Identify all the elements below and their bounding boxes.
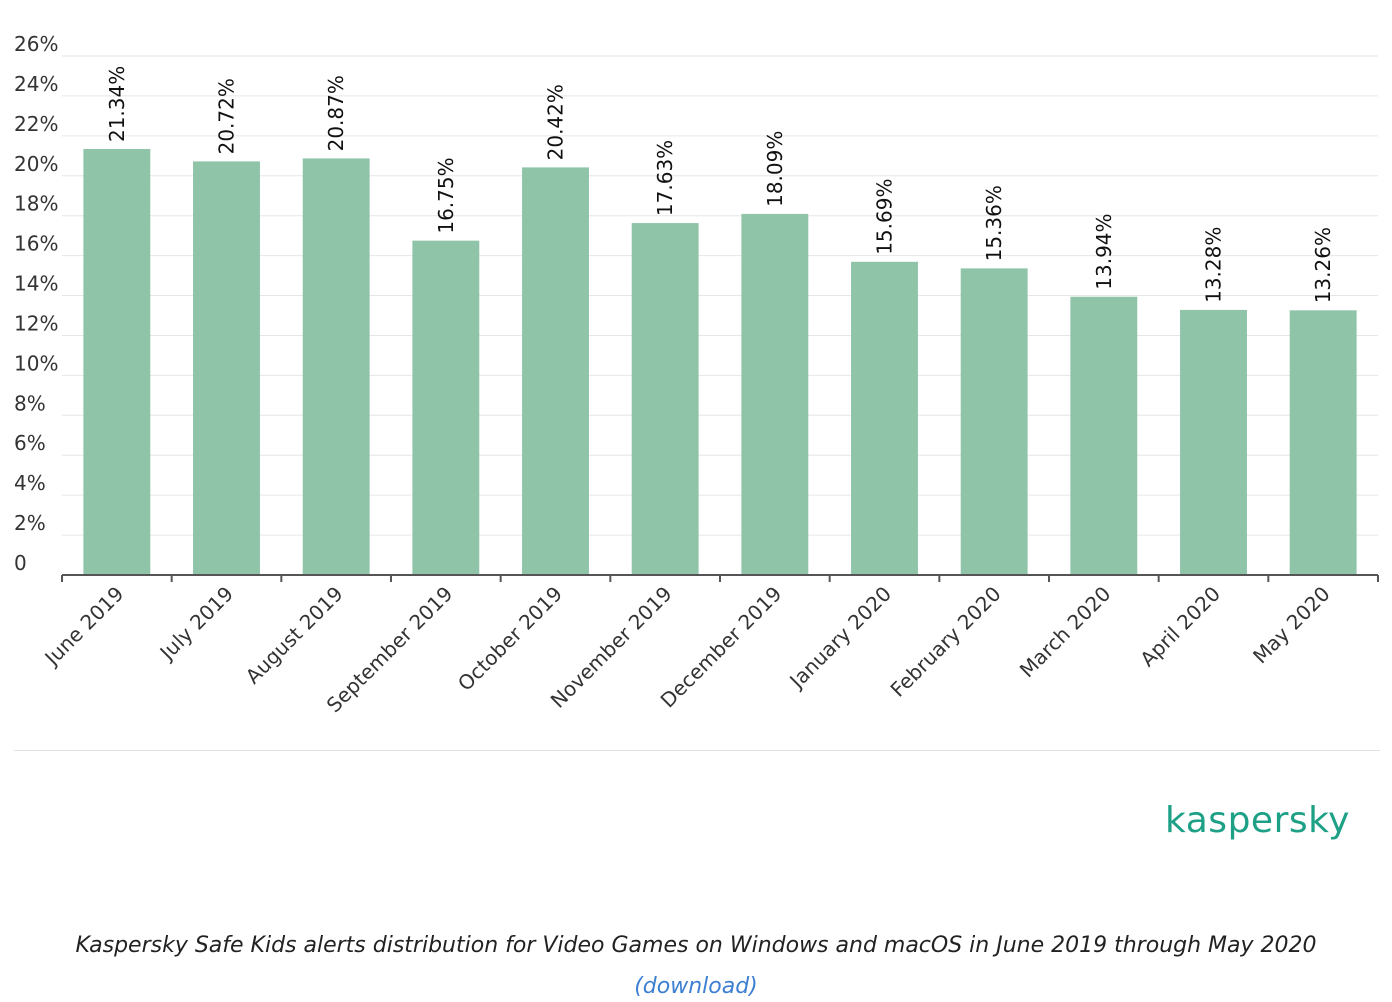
kaspersky-logo: kaspersky: [1165, 800, 1350, 841]
y-tick-label: 24%: [14, 72, 58, 96]
x-tick-label: July 2019: [154, 582, 238, 666]
data-label: 13.28%: [1202, 227, 1226, 303]
bar-chart: 0 2% 4% 6% 8% 10% 12% 14% 16% 18% 20% 22% 24% 26% 21.…: [14, 32, 1379, 717]
data-label: 20.72%: [215, 78, 239, 154]
x-tick-label: January 2020: [784, 582, 896, 694]
y-tick-label: 6%: [14, 431, 46, 455]
bar: [193, 161, 260, 576]
bar: [1180, 309, 1247, 575]
data-label: 18.09%: [763, 131, 787, 207]
x-tick-label: April 2020: [1135, 582, 1225, 672]
grid-lines: [62, 55, 1378, 536]
y-tick-label: 26%: [14, 32, 58, 56]
bar: [1070, 296, 1138, 575]
bar: [851, 261, 918, 575]
download-link[interactable]: (download): [634, 974, 758, 999]
y-tick-label: 14%: [14, 272, 58, 296]
bar: [83, 149, 151, 576]
data-label: 13.94%: [1092, 213, 1116, 289]
bar: [522, 167, 589, 576]
bar: [302, 158, 370, 575]
data-label: 15.69%: [873, 179, 897, 255]
y-tick-label: 10%: [14, 351, 58, 375]
data-label: 21.34%: [105, 66, 129, 142]
data-label: 16.75%: [434, 157, 458, 233]
bar: [1289, 310, 1357, 575]
x-tick-label: May 2020: [1248, 582, 1335, 669]
chart-caption: Kaspersky Safe Kids alerts distribution …: [75, 933, 1317, 958]
y-axis-ticks: 0 2% 4% 6% 8% 10% 12% 14% 16% 18% 20% 22% 24% 26%: [14, 32, 58, 575]
data-label: 13.26%: [1311, 227, 1335, 303]
x-tick-label: October 2019: [453, 582, 567, 696]
data-label: 17.63%: [653, 140, 677, 216]
y-tick-label: 0: [14, 551, 27, 575]
divider: [14, 750, 1380, 751]
x-tick-label: August 2019: [241, 582, 348, 689]
y-tick-label: 4%: [14, 471, 46, 495]
x-tick-label: December 2019: [656, 582, 787, 713]
y-tick-label: 18%: [14, 192, 58, 216]
data-label: 20.42%: [544, 84, 568, 160]
bars: [83, 149, 1357, 576]
data-label: 20.87%: [324, 75, 348, 151]
x-tick-label: February 2020: [886, 582, 1006, 702]
bar: [412, 240, 480, 575]
y-tick-label: 20%: [14, 152, 58, 176]
y-tick-label: 8%: [14, 391, 46, 415]
x-tick-label: March 2020: [1015, 582, 1116, 683]
y-tick-label: 16%: [14, 232, 58, 256]
y-tick-label: 12%: [14, 311, 58, 335]
bar: [631, 223, 699, 576]
x-tick-label: June 2019: [39, 582, 129, 672]
data-label: 15.36%: [982, 185, 1006, 261]
y-tick-label: 2%: [14, 511, 46, 535]
bar: [960, 268, 1028, 575]
y-tick-label: 22%: [14, 112, 58, 136]
bar: [741, 213, 809, 576]
data-labels: 21.34% 20.72% 20.87% 16.75% 20.42% 17.63% 18.0…: [105, 66, 1335, 304]
